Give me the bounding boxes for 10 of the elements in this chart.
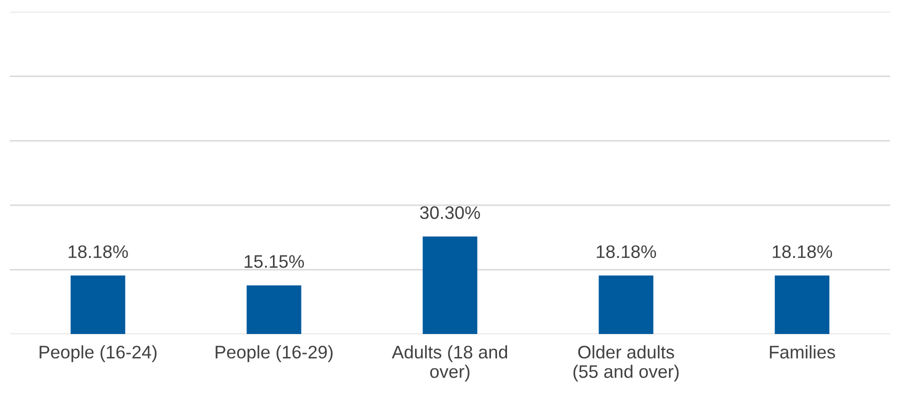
x-tick-label: People (16-24) (40, 345, 157, 362)
x-tick-label: Older adults (55 and over) (573, 345, 679, 382)
x-tick-label: People (16-29) (216, 345, 333, 362)
x-tick-label: Families (770, 345, 836, 359)
x-tick-label: Adults (18 and over) (392, 345, 508, 382)
data-label: 30.30% (420, 206, 480, 220)
data-label: 18.18% (772, 245, 832, 258)
data-label: 18.18% (68, 245, 128, 258)
data-label: 15.15% (244, 255, 304, 268)
data-label: 18.18% (596, 245, 656, 258)
